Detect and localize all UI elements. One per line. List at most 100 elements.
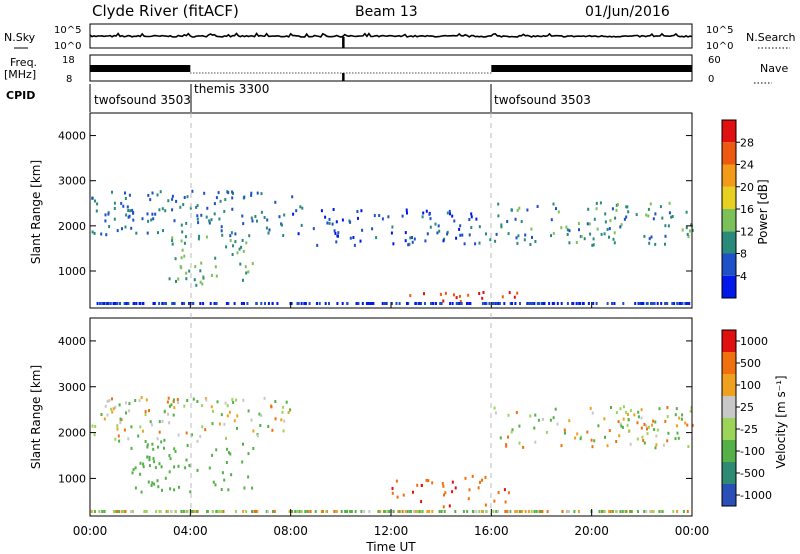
heatmap-cell-near [392, 510, 395, 513]
heatmap-cell [568, 229, 571, 233]
heatmap-cell [533, 426, 536, 430]
heatmap-cell [470, 226, 473, 229]
heatmap-cell [193, 278, 196, 282]
heatmap-cell [497, 214, 500, 218]
heatmap-cell [263, 396, 266, 400]
heatmap-cell [550, 218, 553, 222]
heatmap-cell [666, 406, 669, 409]
heatmap-cell [227, 191, 230, 195]
heatmap-cell [282, 234, 285, 237]
heatmap-cell [597, 424, 600, 428]
heatmap-cell [152, 217, 155, 221]
heatmap-cell-near [497, 510, 499, 513]
beam-title: Beam 13 [355, 4, 418, 20]
heatmap-cell [589, 232, 592, 236]
heatmap-cell [146, 455, 149, 459]
nsearch-tick-top: 10^5 [706, 25, 733, 36]
heatmap-cell [592, 243, 595, 247]
heatmap-cell [671, 215, 674, 218]
heatmap-cell [139, 472, 142, 476]
heatmap-cell-near [308, 510, 310, 513]
heatmap-cell-near [468, 302, 471, 305]
heatmap-cell [248, 234, 251, 238]
heatmap-cell-near [346, 302, 349, 305]
heatmap-cell-near [171, 302, 174, 305]
heatmap-cell [167, 412, 170, 416]
heatmap-cell-near [324, 302, 327, 305]
heatmap-cell-near [427, 510, 429, 513]
heatmap-cell-near [664, 302, 667, 305]
heatmap-cell [157, 445, 159, 449]
heatmap-cell-near [288, 510, 291, 513]
heatmap-cell [201, 404, 204, 408]
velocity-swatch [722, 418, 736, 440]
heatmap-cell [220, 225, 223, 229]
heatmap-cell [179, 205, 182, 209]
heatmap-cell [171, 242, 174, 246]
heatmap-cell-near [454, 510, 457, 513]
heatmap-cell [604, 220, 607, 224]
heatmap-cell [453, 219, 456, 223]
heatmap-cell [687, 235, 690, 239]
heatmap-cell [613, 241, 616, 245]
heatmap-cell-near [218, 510, 221, 513]
heatmap-cell [408, 242, 411, 246]
heatmap-cell [477, 486, 480, 490]
heatmap-cell [676, 431, 679, 435]
heatmap-cell [173, 447, 176, 451]
heatmap-cell [175, 199, 178, 203]
heatmap-cell-near [384, 302, 387, 305]
heatmap-cell-near [622, 302, 625, 305]
heatmap-cell-near [371, 302, 374, 305]
heatmap-cell [263, 216, 266, 219]
heatmap-cell [128, 214, 131, 218]
heatmap-cell [534, 440, 537, 444]
heatmap-cell [620, 223, 623, 227]
heatmap-cell [113, 217, 116, 221]
heatmap-cell-near [687, 302, 689, 305]
heatmap-cell [508, 291, 511, 295]
heatmap-cell [604, 435, 606, 439]
heatmap-cell [564, 431, 566, 435]
heatmap-cell-near [527, 302, 530, 305]
heatmap-cell [151, 442, 154, 446]
heatmap-cell [619, 422, 622, 426]
heatmap-cell-near [432, 302, 435, 305]
heatmap-cell [200, 261, 203, 265]
heatmap-cell-near [485, 302, 488, 305]
heatmap-cell [636, 437, 639, 441]
heatmap-cell [655, 443, 658, 447]
power-y-axis: 1000 2000 3000 4000 [58, 130, 692, 278]
heatmap-cell [121, 227, 123, 231]
freq-label: Freq. [10, 56, 37, 69]
heatmap-cell-near [398, 510, 401, 513]
heatmap-cell-near [354, 510, 357, 513]
heatmap-cell-near [191, 510, 194, 513]
heatmap-cell [613, 231, 616, 235]
heatmap-cell [260, 210, 263, 214]
heatmap-cell [131, 471, 134, 475]
heatmap-cell [650, 235, 653, 239]
heatmap-cell-near [505, 510, 508, 513]
heatmap-cell-near [539, 510, 542, 513]
heatmap-cell-near [369, 302, 372, 305]
heatmap-cell [156, 193, 159, 197]
heatmap-cell-near [508, 510, 511, 513]
heatmap-cell [282, 429, 285, 433]
heatmap-cell [127, 437, 130, 441]
heatmap-cell [159, 190, 162, 194]
heatmap-cell [197, 221, 200, 225]
heatmap-cell [524, 233, 527, 237]
heatmap-cell-near [498, 302, 501, 305]
heatmap-cell [405, 208, 408, 212]
heatmap-cell [267, 231, 270, 235]
nave-label: Nave [760, 62, 788, 75]
heatmap-cell [522, 445, 525, 449]
heatmap-cell [148, 458, 151, 462]
heatmap-cell [534, 240, 537, 243]
power-panel-bg [90, 113, 692, 308]
heatmap-cell [108, 225, 111, 229]
heatmap-cell [503, 488, 506, 492]
heatmap-cell [156, 437, 159, 441]
heatmap-cell [201, 425, 204, 429]
